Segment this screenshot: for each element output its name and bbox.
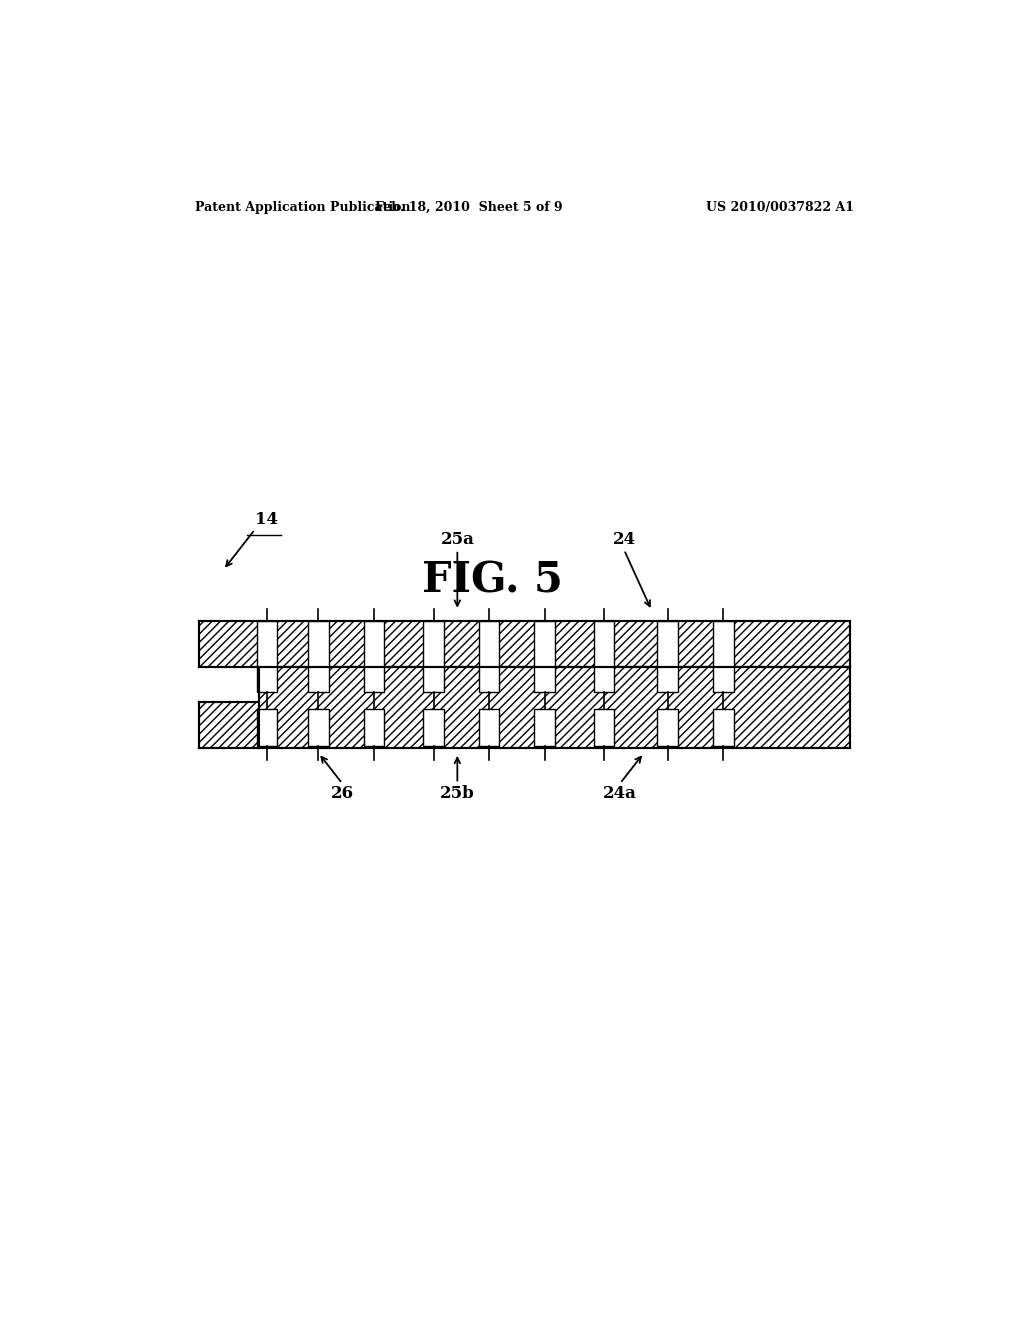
Text: 25a: 25a — [440, 531, 474, 548]
Bar — [308, 709, 329, 746]
Bar — [594, 709, 614, 746]
Text: 25b: 25b — [440, 785, 475, 803]
Bar — [423, 709, 443, 746]
Bar — [364, 709, 384, 746]
Bar — [200, 620, 850, 667]
Text: FIG. 5: FIG. 5 — [422, 560, 562, 602]
Bar — [535, 620, 555, 692]
Bar — [423, 620, 443, 692]
Bar — [657, 709, 678, 746]
Bar — [594, 620, 614, 692]
Text: 24: 24 — [612, 531, 636, 548]
Bar — [257, 709, 278, 746]
Text: Feb. 18, 2010  Sheet 5 of 9: Feb. 18, 2010 Sheet 5 of 9 — [376, 201, 563, 214]
Bar — [657, 620, 678, 692]
Bar — [259, 667, 850, 748]
Bar — [535, 709, 555, 746]
Bar — [479, 709, 500, 746]
Text: 26: 26 — [331, 785, 354, 803]
Bar — [257, 620, 278, 692]
Text: Patent Application Publication: Patent Application Publication — [196, 201, 411, 214]
Bar — [479, 620, 500, 692]
Text: 14: 14 — [255, 511, 279, 528]
Bar — [713, 620, 733, 692]
Bar — [200, 702, 259, 748]
Bar — [713, 709, 733, 746]
Bar — [364, 620, 384, 692]
Text: 24a: 24a — [603, 785, 637, 803]
Bar — [308, 620, 329, 692]
Text: US 2010/0037822 A1: US 2010/0037822 A1 — [707, 201, 854, 214]
